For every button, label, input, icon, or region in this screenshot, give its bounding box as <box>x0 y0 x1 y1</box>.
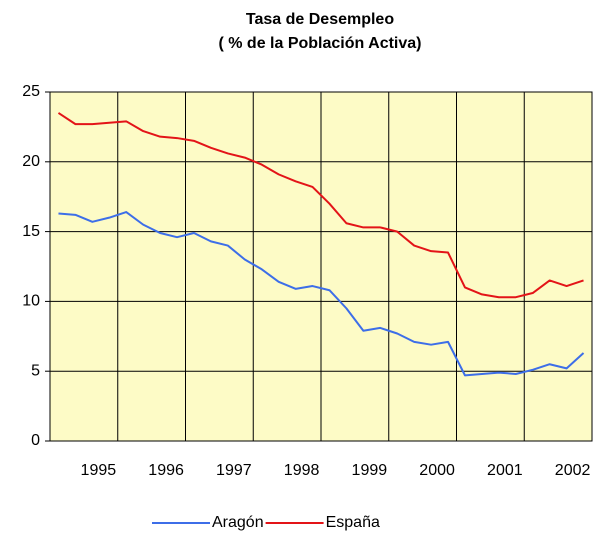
y-tick-label: 25 <box>22 83 40 100</box>
x-tick-label: 1995 <box>81 462 117 479</box>
x-tick-label: 2001 <box>487 462 523 479</box>
x-tick-label: 2000 <box>419 462 455 479</box>
chart-title: Tasa de Desempleo <box>246 11 394 28</box>
x-tick-label: 1997 <box>216 462 252 479</box>
x-tick-label: 1998 <box>284 462 320 479</box>
x-tick-label: 2002 <box>555 462 591 479</box>
x-tick-label: 1996 <box>148 462 184 479</box>
plot-border <box>49 91 593 442</box>
y-tick-label: 0 <box>31 432 40 449</box>
chart-subtitle: ( % de la Población Activa) <box>218 35 421 52</box>
y-tick-label: 20 <box>22 153 40 170</box>
y-tick-label: 10 <box>22 293 40 310</box>
y-tick-label: 5 <box>31 362 40 379</box>
y-tick-label: 15 <box>22 223 40 240</box>
legend-label: Aragón <box>212 514 264 531</box>
x-tick-label: 1999 <box>352 462 388 479</box>
line-series <box>57 112 584 299</box>
legend-label: España <box>326 514 380 531</box>
line-series <box>58 211 585 377</box>
